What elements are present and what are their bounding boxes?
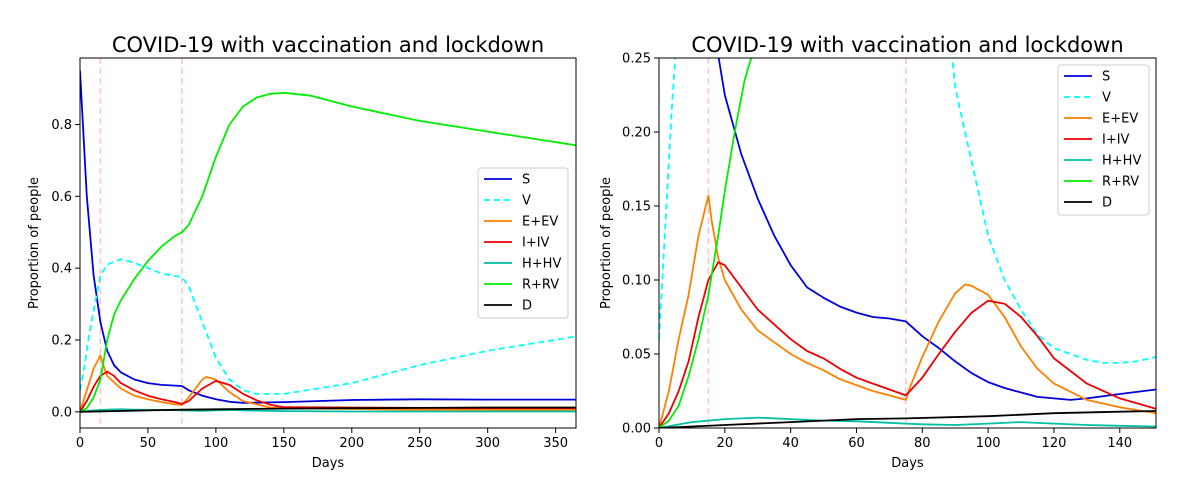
series-line-0 xyxy=(717,58,1156,401)
series-line-6 xyxy=(80,406,576,413)
y-axis-label: Proportion of people xyxy=(599,177,614,309)
series-line-5 xyxy=(80,91,576,413)
y-tick-label: 0.6 xyxy=(51,190,72,205)
y-tick-label: 0.15 xyxy=(622,200,651,215)
y-tick-label: 0.00 xyxy=(622,422,651,437)
series-line-5 xyxy=(659,58,753,428)
x-tick-label: 0 xyxy=(76,436,84,451)
series-line-6 xyxy=(659,410,1156,428)
y-tick-label: 0.0 xyxy=(51,405,72,420)
plot-frame xyxy=(79,57,577,429)
x-tick-label: 300 xyxy=(475,436,500,451)
legend: SV E+EV I+IV H+HV R+RV D xyxy=(477,167,569,319)
series-lines xyxy=(659,58,1156,428)
chart-right: 0 20 40 60 80 100 120 140 0.00 0.05 0.10 0.15 0.20 0.… xyxy=(599,33,1157,471)
x-tick-label: 100 xyxy=(976,436,1001,451)
legend-label: D xyxy=(522,299,532,314)
legend-label: H+HV xyxy=(522,257,561,272)
y-axis-label: Proportion of people xyxy=(27,177,42,309)
legend-label: S xyxy=(522,173,530,188)
series-line-3 xyxy=(659,261,1156,428)
x-tick-label: 150 xyxy=(271,436,296,451)
series-lines xyxy=(80,70,576,413)
chart-title: COVID-19 with vaccination and lockdown xyxy=(112,33,544,57)
legend-label: H+HV xyxy=(1102,154,1141,169)
x-tick-label: 350 xyxy=(543,436,568,451)
plot-frame xyxy=(658,57,1157,429)
x-tick-label: 200 xyxy=(339,436,364,451)
legend-label: V xyxy=(522,194,531,209)
legend-label: E+EV xyxy=(522,215,558,230)
legend-label: D xyxy=(1102,196,1112,211)
series-line-4 xyxy=(659,416,1156,428)
y-tick-label: 0.20 xyxy=(622,126,651,141)
legend-label: I+IV xyxy=(1102,133,1130,148)
legend-box xyxy=(477,167,569,319)
y-tick-label: 0.2 xyxy=(51,333,72,348)
y-tick-label: 0.8 xyxy=(51,118,72,133)
legend-label: E+EV xyxy=(1102,112,1138,127)
series-line-2 xyxy=(659,194,1156,428)
x-tick-label: 20 xyxy=(717,436,734,451)
x-tick-label: 100 xyxy=(203,436,228,451)
x-tick-label: 40 xyxy=(782,436,799,451)
legend-label: R+RV xyxy=(1102,175,1139,190)
x-tick-label: 60 xyxy=(848,436,865,451)
chart-title: COVID-19 with vaccination and lockdown xyxy=(691,33,1123,57)
y-tick-label: 0.25 xyxy=(622,52,651,67)
x-axis-label: Days xyxy=(891,456,924,471)
legend-label: V xyxy=(1102,91,1111,106)
x-tick-label: 0 xyxy=(655,436,663,451)
x-tick-label: 140 xyxy=(1107,436,1132,451)
y-tick-label: 0.05 xyxy=(622,348,651,363)
y-tick-label: 0.10 xyxy=(622,274,651,289)
x-tick-label: 250 xyxy=(407,436,432,451)
legend-box xyxy=(1057,64,1150,216)
chart-left: 0 50 100 150 200 250 300 350 0.0 0.2 0.4 0.6 0.8 COVI… xyxy=(27,33,577,471)
series-line-4 xyxy=(80,408,576,413)
x-tick-label: 120 xyxy=(1042,436,1067,451)
y-tick-label: 0.4 xyxy=(51,262,72,277)
series-line-3 xyxy=(80,370,576,413)
series-line-1 xyxy=(659,58,1156,364)
legend-label: I+IV xyxy=(522,236,550,251)
legend: SV E+EV I+IV H+HV R+RV D xyxy=(1057,64,1150,216)
x-tick-label: 50 xyxy=(140,436,157,451)
legend-label: R+RV xyxy=(522,278,559,293)
x-axis-label: Days xyxy=(312,456,345,471)
series-line-1 xyxy=(80,258,576,395)
x-tick-label: 80 xyxy=(914,436,931,451)
series-line-0 xyxy=(80,70,576,404)
legend-label: S xyxy=(1102,70,1110,85)
